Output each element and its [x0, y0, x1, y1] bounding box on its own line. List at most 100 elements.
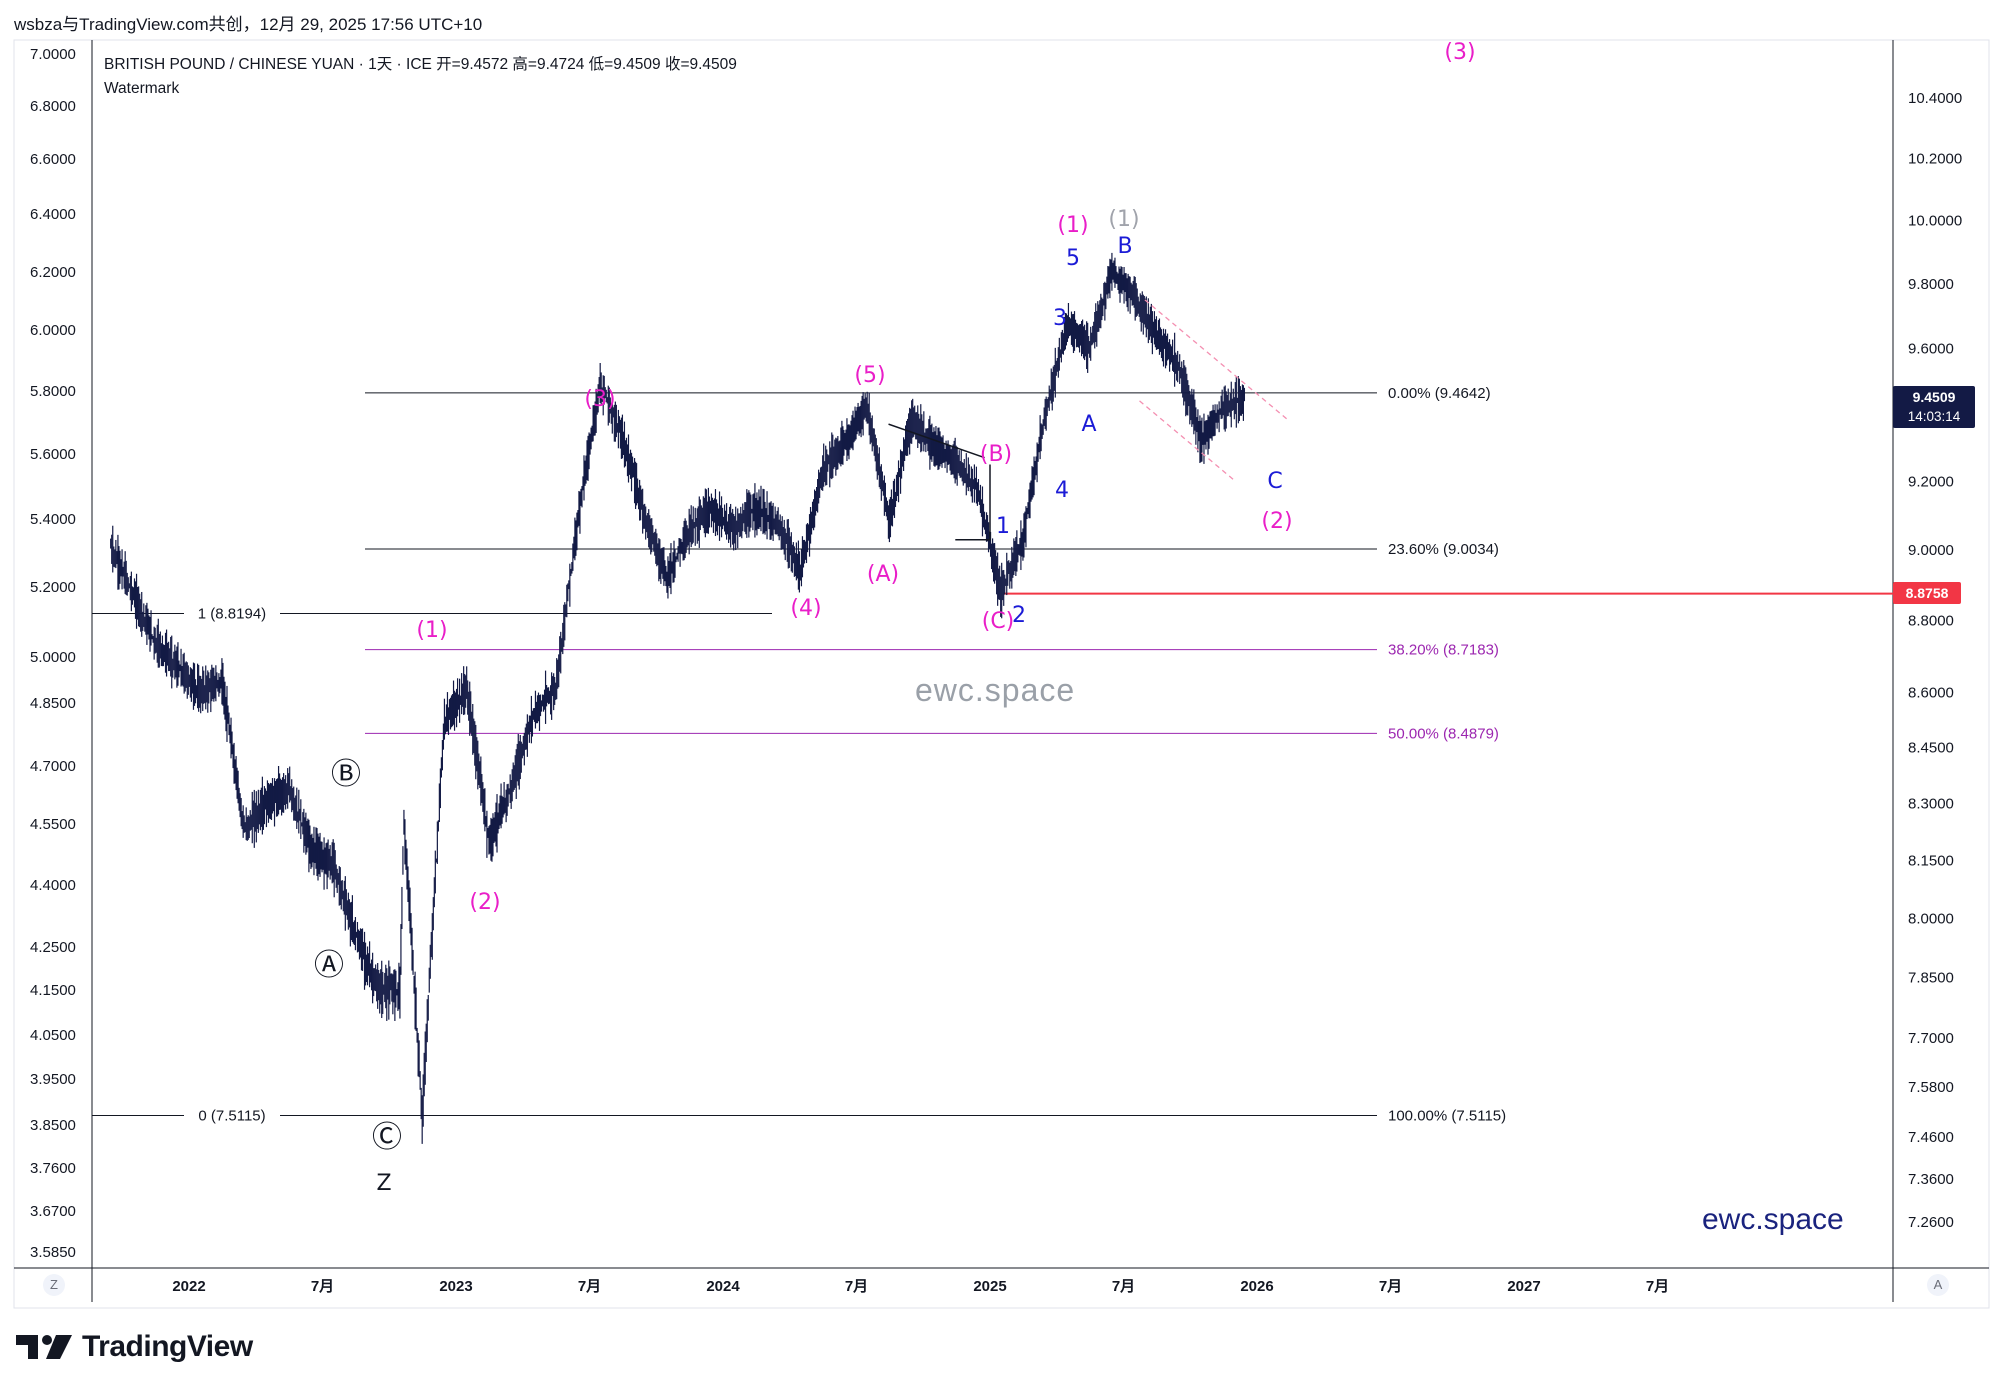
time-axis-tick-label: 2025 — [973, 1278, 1006, 1295]
fib-ext-label: 0 (7.5115) — [198, 1108, 265, 1125]
right-axis-tick-label: 9.0000 — [1908, 542, 1954, 559]
candle-series — [110, 252, 1246, 1144]
left-axis-tick-label: 4.1500 — [30, 982, 76, 999]
circled-wave-B: Ⓑ — [331, 757, 361, 792]
left-axis-tick-label: 3.9500 — [30, 1071, 76, 1088]
fib-retracement-label: 0.00% (9.4642) — [1388, 385, 1491, 402]
triangle-upper-line — [888, 423, 985, 459]
fib-retracement-label: 38.20% (8.7183) — [1388, 642, 1499, 659]
wave-label-2: (2) — [469, 890, 500, 915]
left-axis-tick-label: 5.0000 — [30, 649, 76, 666]
minor-wave-3: 3 — [1053, 306, 1067, 331]
right-axis-tick-label: 8.4500 — [1908, 739, 1954, 756]
wave-label-5: (5) — [854, 363, 885, 388]
left-axis-tick-label: 6.8000 — [30, 98, 76, 115]
timezone-toggle-button[interactable]: Z — [43, 1274, 65, 1296]
fib-ext-label: 1 (8.8194) — [198, 606, 266, 623]
last-price-value: 9.4509 — [1912, 389, 1956, 405]
wave-label-primary-1: (1) — [1057, 213, 1088, 238]
left-axis-tick-label: 4.4000 — [30, 877, 76, 894]
left-axis-tick-label: 5.2000 — [30, 579, 76, 596]
circled-wave-A: Ⓐ — [314, 948, 344, 983]
time-axis-tick-label: 2023 — [439, 1278, 472, 1295]
left-axis-tick-label: 3.6700 — [30, 1203, 76, 1220]
last-price-label: 9.4509 14:03:14 — [1893, 386, 1975, 428]
symbol-legend: BRITISH POUND / CHINESE YUAN · 1天 · ICE … — [104, 52, 737, 98]
snapshot-caption: wsbza与TradingView.com共创，12月 29, 2025 17:… — [14, 15, 483, 34]
brand-name: TradingView — [82, 1330, 253, 1363]
channel-lower-line — [1139, 400, 1237, 482]
left-axis-tick-label: 5.8000 — [30, 383, 76, 400]
fib-retracement-label: 23.60% (9.0034) — [1388, 541, 1499, 558]
time-axis-tick-label: 7月 — [578, 1278, 601, 1295]
left-axis-tick-label: 6.2000 — [30, 264, 76, 281]
minor-wave-5: 5 — [1066, 246, 1080, 271]
wave-label-primary-3: (3) — [1444, 40, 1475, 65]
triangle-lower-line — [955, 464, 991, 541]
right-axis-tick-label: 7.4600 — [1908, 1129, 1954, 1146]
time-axis-tick-label: 7月 — [1379, 1278, 1402, 1295]
chart-frame — [13, 39, 1990, 1309]
wave-label-B: (B) — [980, 442, 1012, 467]
center-watermark: ewc.space — [915, 672, 1076, 708]
left-axis-tick-label: 7.0000 — [30, 46, 76, 63]
wave-label-Z: Z — [376, 1171, 391, 1196]
minor-wave-1: 1 — [996, 514, 1010, 539]
right-axis-tick-label: 9.8000 — [1908, 276, 1954, 293]
time-axis-tick-label: 7月 — [1646, 1278, 1669, 1295]
time-axis-tick-label: 7月 — [845, 1278, 868, 1295]
right-axis-tick-label: 8.8000 — [1908, 612, 1954, 629]
horizontal-line-price-label: 8.8758 — [1893, 582, 1961, 604]
right-axis-tick-label: 7.7000 — [1908, 1030, 1954, 1047]
wave-label-C: (C) — [982, 609, 1015, 634]
wave-label-1: (1) — [416, 618, 447, 643]
right-axis-tick-label: 7.3600 — [1908, 1171, 1954, 1188]
time-axis-tick-label: 2022 — [172, 1278, 205, 1295]
right-axis-tick-label: 7.8500 — [1908, 970, 1954, 987]
tradingview-brand[interactable]: TradingView — [16, 1330, 253, 1364]
right-axis-tick-label: 10.2000 — [1908, 151, 1962, 168]
time-axis-tick-label: 7月 — [1112, 1278, 1135, 1295]
right-axis-tick-label: 7.5800 — [1908, 1079, 1954, 1096]
time-axis-tick-label: 2024 — [706, 1278, 740, 1295]
right-axis-tick-label: 9.6000 — [1908, 340, 1954, 357]
left-axis-tick-label: 4.2500 — [30, 939, 76, 956]
right-axis-tick-label: 8.6000 — [1908, 684, 1954, 701]
wave-label-4: (4) — [790, 596, 821, 621]
wave-label-primary-2: (2) — [1261, 509, 1292, 534]
left-axis-tick-label: 5.6000 — [30, 446, 76, 463]
time-axis-tick-label: 2026 — [1240, 1278, 1273, 1295]
left-axis-tick-label: 4.0500 — [30, 1027, 76, 1044]
fib-retracement-label: 100.00% (7.5115) — [1388, 1108, 1506, 1125]
wave-label-A: (A) — [867, 562, 899, 587]
left-axis-tick-label: 5.4000 — [30, 511, 76, 528]
left-axis-tick-label: 6.6000 — [30, 151, 76, 168]
corner-watermark: ewc.space — [1702, 1203, 1844, 1236]
left-axis-tick-label: 4.7000 — [30, 758, 76, 775]
left-axis-tick-label: 3.7600 — [30, 1160, 76, 1177]
right-axis-tick-label: 9.2000 — [1908, 473, 1954, 490]
circled-wave-C: Ⓒ — [372, 1120, 402, 1155]
left-axis-tick-label: 3.5850 — [30, 1244, 76, 1261]
minor-wave-C: C — [1267, 469, 1282, 494]
left-axis-tick-label: 3.8500 — [30, 1117, 76, 1134]
fib-retracement-label: 50.00% (8.4879) — [1388, 725, 1499, 742]
time-axis-tick-label: 2027 — [1507, 1278, 1540, 1295]
right-axis-tick-label: 8.3000 — [1908, 795, 1954, 812]
auto-scale-button[interactable]: A — [1927, 1274, 1949, 1296]
symbol-ohlc-line[interactable]: BRITISH POUND / CHINESE YUAN · 1天 · ICE … — [104, 56, 737, 73]
right-axis-tick-label: 8.1500 — [1908, 852, 1954, 869]
legend-watermark-label: Watermark — [104, 80, 180, 97]
right-axis-tick-label: 10.0000 — [1908, 213, 1962, 230]
right-axis-tick-label: 10.4000 — [1908, 90, 1962, 107]
right-axis-tick-label: 7.2600 — [1908, 1214, 1954, 1231]
time-axis-tick-label: 7月 — [311, 1278, 334, 1295]
wave-label-alt-1: (1) — [1108, 207, 1139, 232]
wave-label-3: (3) — [584, 387, 615, 412]
left-axis-tick-label: 6.0000 — [30, 322, 76, 339]
minor-wave-2: 2 — [1012, 603, 1026, 628]
bar-countdown: 14:03:14 — [1907, 409, 1961, 424]
tradingview-logo-icon — [16, 1335, 72, 1359]
minor-wave-A: A — [1081, 412, 1096, 437]
